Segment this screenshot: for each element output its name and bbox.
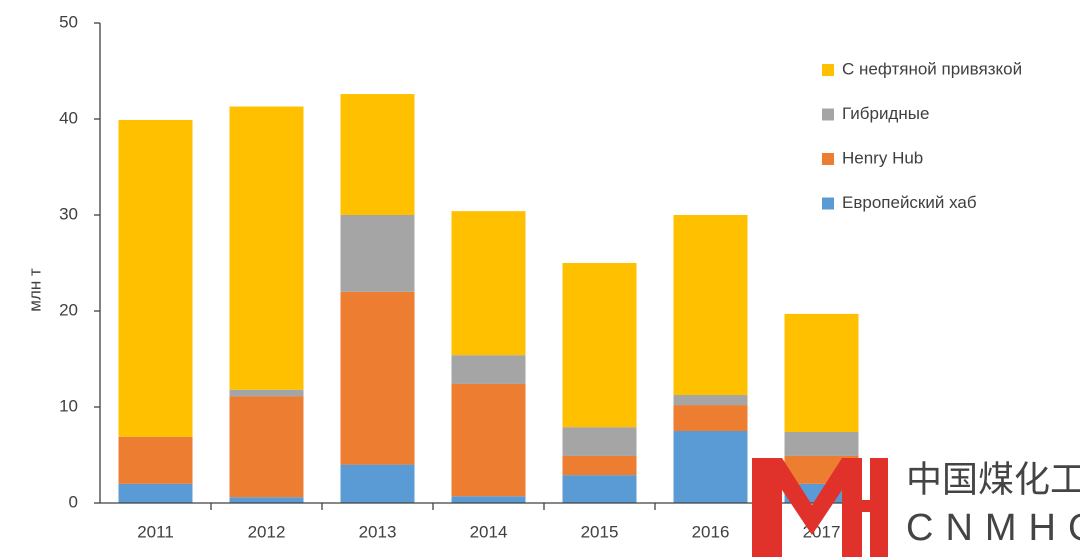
bar-segment xyxy=(562,455,637,476)
bar-segment xyxy=(784,313,859,432)
y-tick-label: 0 xyxy=(69,492,78,511)
bar-segment xyxy=(118,436,193,484)
bar-segment xyxy=(118,119,193,437)
x-tick-label: 2016 xyxy=(692,522,730,541)
bar-segment xyxy=(673,395,748,406)
bar-segment xyxy=(673,405,748,431)
y-axis-label: млн т xyxy=(25,268,44,312)
legend-swatch xyxy=(822,197,834,210)
bar-segment xyxy=(562,475,637,503)
y-tick-label: 30 xyxy=(59,204,78,223)
x-tick-label: 2013 xyxy=(359,522,397,541)
watermark-logo xyxy=(752,458,888,557)
bar-segment xyxy=(451,383,526,497)
bar-segment xyxy=(229,396,304,498)
legend-label: С нефтяной привязкой xyxy=(842,59,1022,78)
y-tick-label: 40 xyxy=(59,108,78,127)
watermark-bg xyxy=(895,455,1080,557)
legend-swatch xyxy=(822,153,834,165)
y-tick-label: 10 xyxy=(59,396,78,415)
legend-swatch xyxy=(822,64,834,76)
x-tick-label: 2012 xyxy=(248,522,286,541)
bar-segment xyxy=(229,389,304,397)
bar-segment xyxy=(562,427,637,456)
bar-segment xyxy=(229,106,304,390)
bar-segment xyxy=(118,483,193,503)
bar-segment xyxy=(229,497,304,503)
watermark-title: 中国煤化工 xyxy=(906,459,1080,500)
x-tick-label: 2015 xyxy=(581,522,619,541)
bar-segment xyxy=(451,355,526,384)
legend-label: Гибридные xyxy=(842,104,929,123)
bar-segment xyxy=(340,215,415,292)
bar-segment xyxy=(673,431,748,503)
bar-segment xyxy=(451,496,526,503)
watermark-subtitle: CNMHG xyxy=(906,507,1080,549)
legend-label: Henry Hub xyxy=(842,148,923,167)
bar-segment xyxy=(562,263,637,428)
bar-segment xyxy=(340,94,415,215)
bar-segment xyxy=(784,431,859,456)
legend-swatch xyxy=(822,108,834,121)
y-tick-label: 50 xyxy=(59,12,78,31)
bar-segment xyxy=(340,464,415,503)
bar-segment xyxy=(451,211,526,356)
bar-segment xyxy=(673,215,748,395)
x-tick-label: 2014 xyxy=(470,522,508,541)
bar-segment xyxy=(340,291,415,465)
watermark: 中国煤化工 CNMHG xyxy=(752,455,1080,557)
y-tick-label: 20 xyxy=(59,300,78,319)
x-tick-label: 2011 xyxy=(137,522,174,541)
legend-label: Европейский хаб xyxy=(842,193,977,212)
